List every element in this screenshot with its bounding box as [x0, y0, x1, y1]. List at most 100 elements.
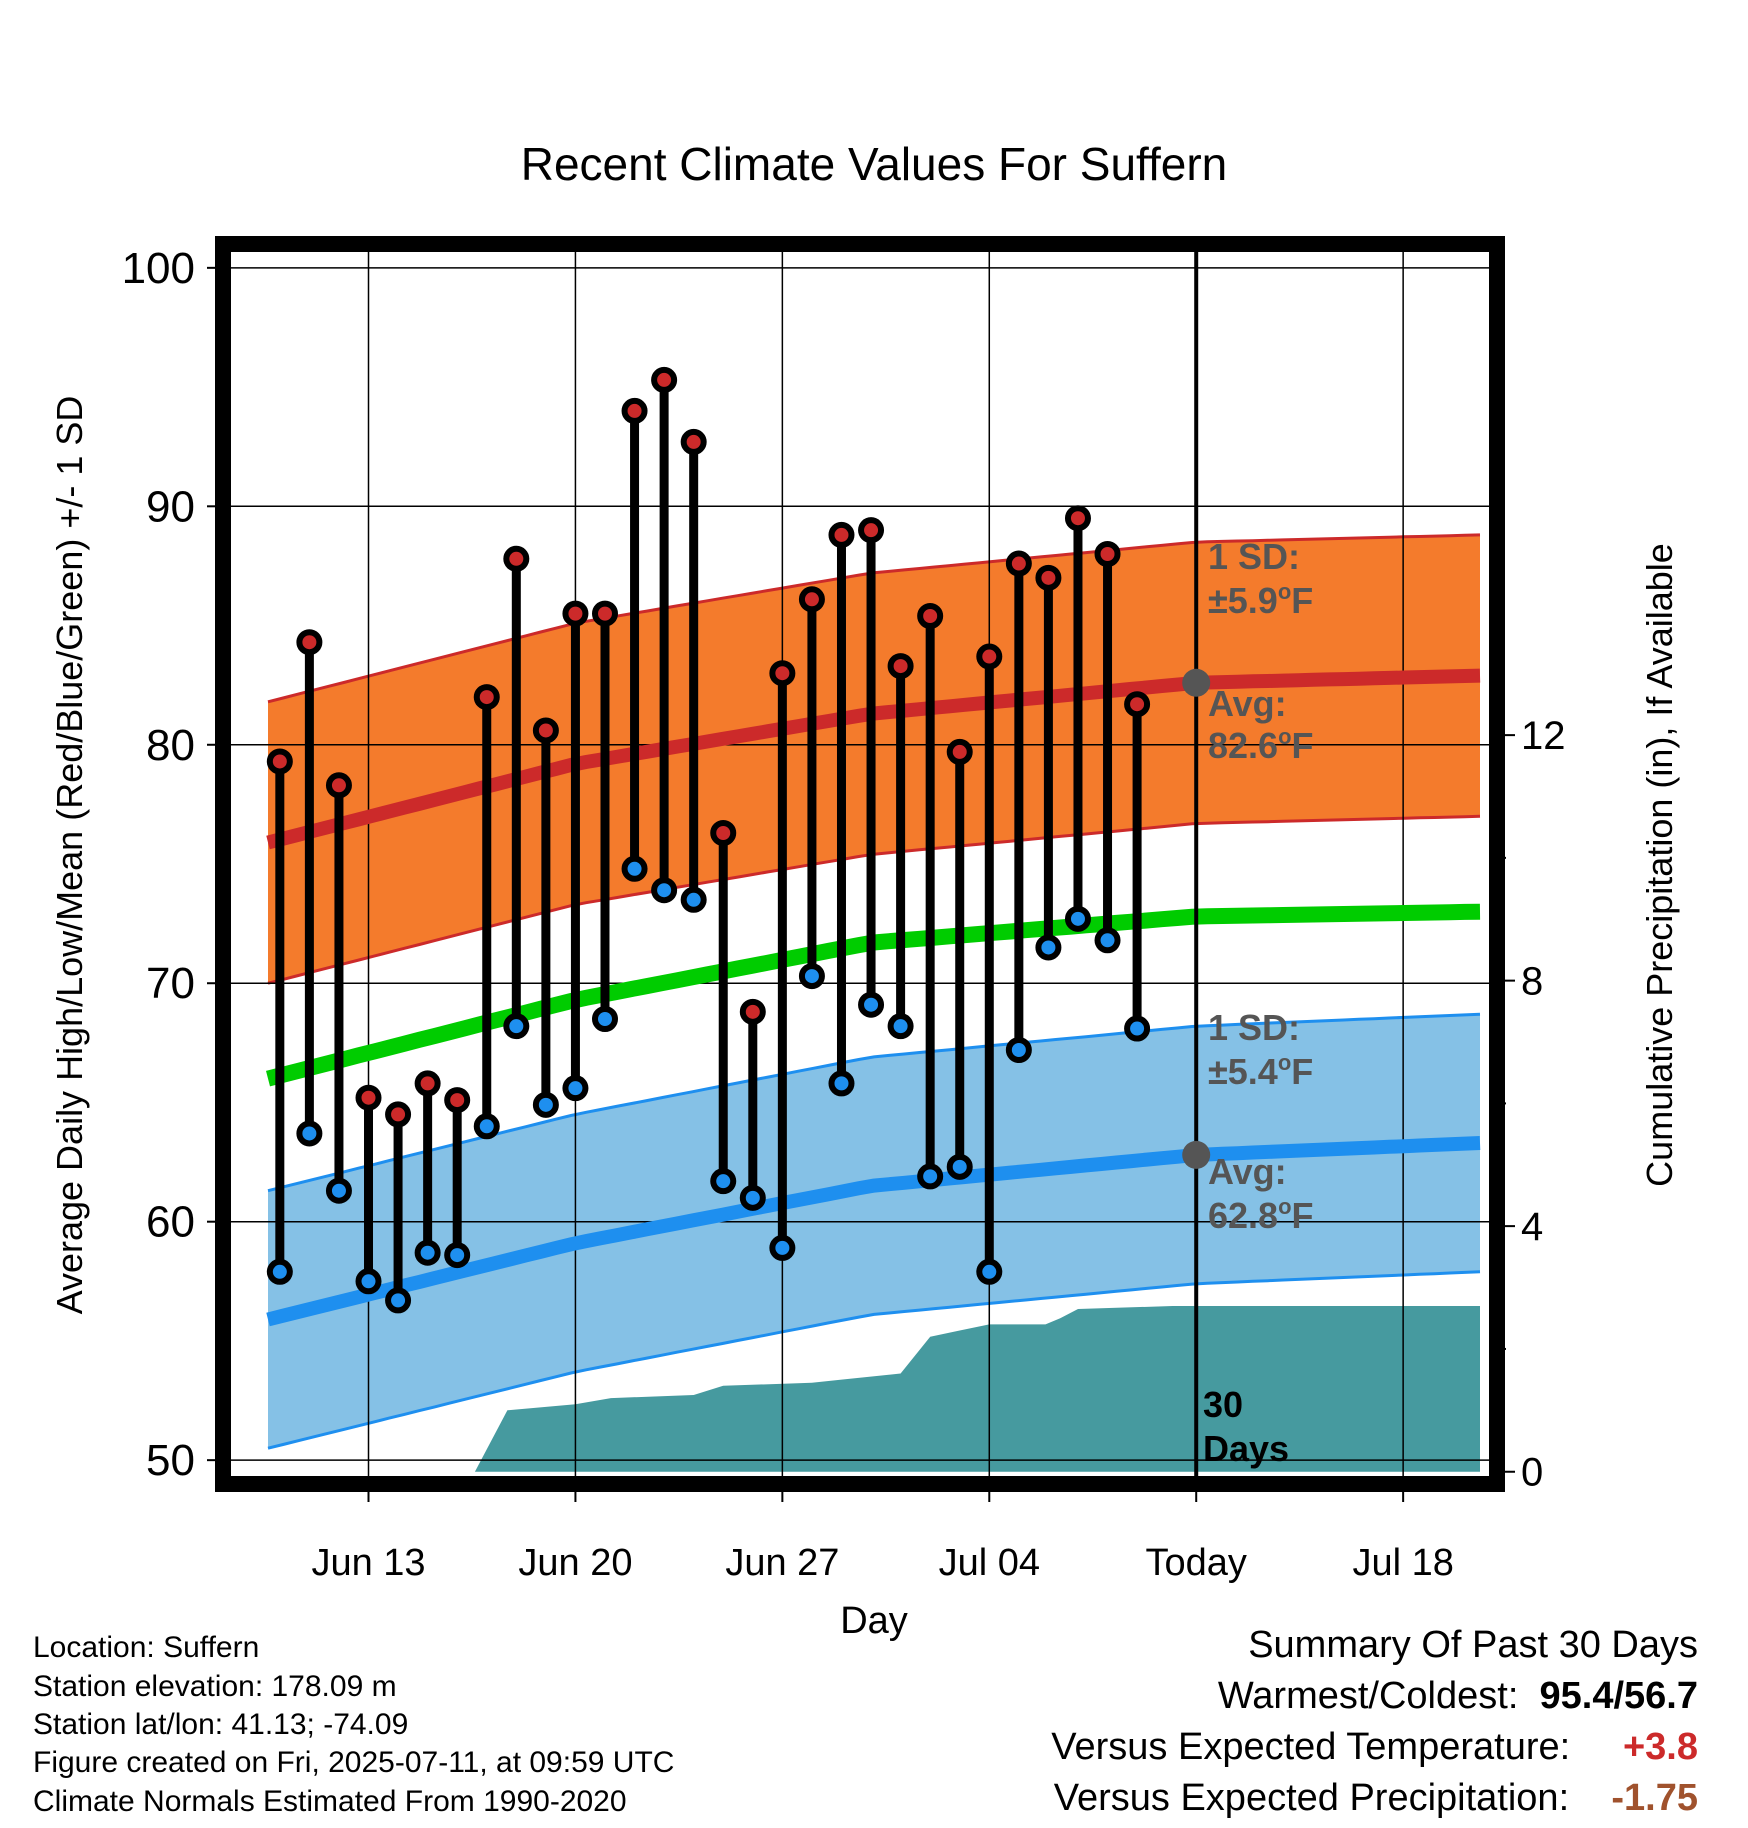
daily-low-point: [1035, 934, 1062, 961]
daily-high-point: [946, 738, 973, 765]
daily-low-point: [1005, 1037, 1032, 1063]
daily-high-point: [414, 1070, 441, 1097]
summary-temp-value: +3.8: [1622, 1726, 1698, 1768]
daily-high-point: [798, 586, 825, 613]
daily-high-point: [503, 545, 530, 572]
y-tick-label: 50: [146, 1436, 195, 1485]
x-tick-label: Jun 20: [518, 1542, 632, 1584]
daily-low-point: [444, 1242, 471, 1269]
x-tick-label: Jul 18: [1352, 1542, 1453, 1584]
daily-low-point: [917, 1163, 944, 1190]
daily-low-point: [591, 1006, 618, 1032]
summary-title: Summary Of Past 30 Days: [1248, 1624, 1698, 1666]
daily-low-point: [503, 1013, 530, 1040]
footer-created: Figure created on Fri, 2025-07-11, at 09…: [33, 1746, 675, 1779]
footer-latlon: Station lat/lon: 41.13; -74.09: [33, 1708, 409, 1741]
daily-high-point: [710, 820, 737, 846]
summary-temp: Versus Expected Temperature: +3.8: [1051, 1726, 1698, 1769]
precip-label-days: Days: [1203, 1428, 1289, 1469]
daily-low-point: [562, 1075, 589, 1102]
y-tick-label: 100: [122, 244, 195, 293]
daily-low-point: [976, 1258, 1003, 1285]
daily-low-point: [680, 886, 707, 913]
daily-high-point: [858, 517, 885, 544]
daily-high-point: [444, 1087, 471, 1114]
low-avg-label: Avg:: [1208, 1151, 1287, 1192]
summary-temp-label: Versus Expected Temperature:: [1051, 1726, 1571, 1768]
daily-low-point: [858, 991, 885, 1018]
precip-label-30: 30: [1203, 1384, 1243, 1425]
daily-high-point: [976, 643, 1003, 670]
low-sd-band: [268, 1014, 1480, 1449]
daily-high-point: [355, 1084, 382, 1111]
daily-low-point: [1094, 927, 1121, 954]
today-low-avg-marker: [1182, 1140, 1211, 1169]
x-tick-label: Today: [1146, 1542, 1247, 1584]
y-tick-label: 80: [146, 721, 195, 770]
y-tick-label: 90: [146, 482, 195, 531]
daily-low-point: [769, 1234, 796, 1261]
summary-precip: Versus Expected Precipitation: -1.75: [1054, 1777, 1698, 1820]
x-tick-label: Jul 04: [939, 1542, 1040, 1584]
low-sd-value: ±5.4oF: [1208, 1050, 1313, 1092]
daily-high-point: [917, 603, 944, 629]
daily-high-point: [266, 748, 293, 775]
footer-location: Location: Suffern: [33, 1631, 260, 1664]
summary-precip-label: Versus Expected Precipitation:: [1053, 1777, 1570, 1819]
daily-high-point: [828, 521, 855, 548]
precip-area: [268, 1306, 1480, 1472]
low-avg-line: [266, 1136, 1481, 1327]
low-avg-value: 62.8oF: [1208, 1194, 1314, 1236]
daily-low-point: [946, 1153, 973, 1180]
y2-tick-label: 12: [1521, 714, 1566, 758]
x-tick-label: Jun 13: [311, 1542, 425, 1584]
daily-low-point: [266, 1258, 293, 1285]
today-high-avg-marker: [1182, 668, 1211, 697]
daily-high-point: [1005, 550, 1032, 577]
chart-title: Recent Climate Values For Suffern: [521, 138, 1228, 190]
high-avg-value: 82.6oF: [1208, 724, 1314, 766]
daily-low-point: [325, 1177, 352, 1204]
summary-warmest-value: 95.4/56.7: [1539, 1675, 1698, 1717]
daily-high-point: [532, 717, 559, 744]
daily-low-point: [1064, 905, 1091, 932]
y-tick-label: 70: [146, 959, 195, 1008]
summary-warmest-label: Warmest/Coldest:: [1217, 1675, 1519, 1717]
daily-low-point: [296, 1120, 323, 1147]
daily-high-point: [591, 600, 618, 627]
y-axis-label: Average Daily High/Low/Mean (Red/Blue/Gr…: [49, 396, 90, 1315]
daily-low-point: [710, 1168, 737, 1195]
daily-low-point: [798, 963, 825, 990]
daily-high-point: [385, 1101, 412, 1128]
daily-low-point: [887, 1013, 914, 1040]
daily-low-point: [473, 1113, 500, 1140]
daily-low-point: [828, 1070, 855, 1097]
footer-elevation: Station elevation: 178.09 m: [33, 1670, 397, 1703]
y2-tick-label: 4: [1521, 1205, 1543, 1249]
y2-tick-label: 0: [1521, 1451, 1543, 1495]
daily-low-point: [739, 1184, 766, 1211]
daily-low-point: [621, 855, 648, 882]
low-sd-lower-edge: [267, 1270, 1481, 1450]
x-axis-label: Day: [840, 1600, 908, 1642]
daily-low-point: [532, 1091, 559, 1118]
daily-low-point: [1124, 1015, 1151, 1042]
daily-high-point: [680, 428, 707, 455]
daily-high-point: [1124, 691, 1151, 718]
daily-high-point: [296, 629, 323, 656]
daily-low-point: [385, 1287, 412, 1314]
high-sd-value: ±5.9oF: [1208, 579, 1313, 621]
daily-low-point: [355, 1268, 382, 1295]
summary-warmest: Warmest/Coldest: 95.4/56.7: [1218, 1675, 1698, 1718]
footer-normals: Climate Normals Estimated From 1990-2020: [33, 1785, 627, 1818]
daily-high-point: [325, 772, 352, 799]
y2-tick-label: 8: [1521, 960, 1543, 1004]
daily-high-point: [1035, 564, 1062, 591]
daily-low-point: [651, 877, 678, 904]
x-tick-label: Jun 27: [725, 1542, 839, 1584]
daily-high-point: [887, 653, 914, 680]
daily-high-point: [473, 684, 500, 711]
daily-low-point: [414, 1239, 441, 1266]
